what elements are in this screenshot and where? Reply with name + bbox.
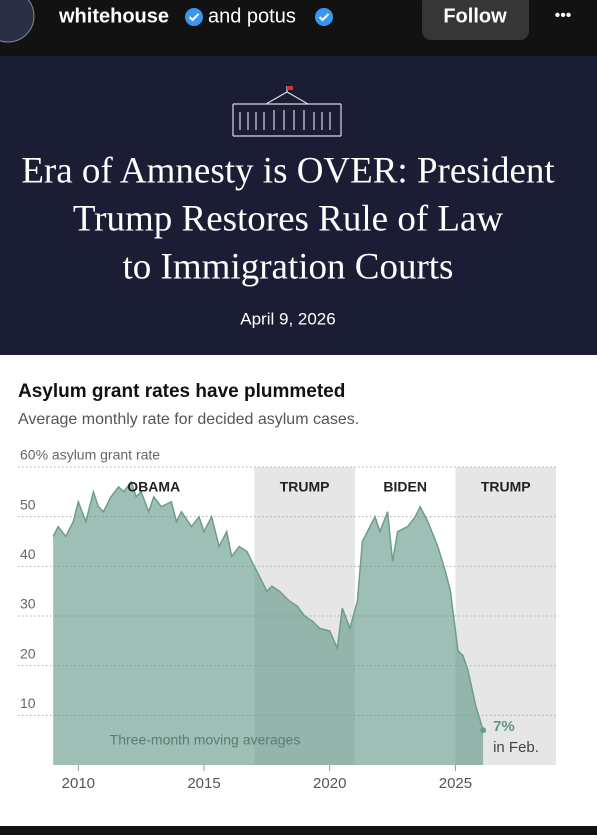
chart-title: Asylum grant rates have plummeted (18, 381, 345, 402)
end-point (480, 727, 487, 734)
verified-badge (185, 8, 203, 26)
y-tick-label: 40 (20, 546, 36, 562)
verified-badge (315, 8, 333, 26)
y-tick-label: 30 (20, 596, 36, 612)
more-button[interactable]: ••• (555, 7, 572, 24)
x-tick-label: 2025 (439, 775, 472, 792)
area-line (52, 480, 484, 731)
date: April 9, 2026 (240, 309, 335, 328)
area (53, 481, 484, 765)
x-tick-label: 2015 (187, 775, 220, 792)
end-label: 7% (493, 718, 515, 735)
x-tick-label: 2010 (62, 775, 95, 792)
joiner: and potus (208, 5, 296, 27)
verified-check (188, 13, 200, 22)
avatar[interactable] (0, 0, 35, 43)
banner-title-line: Era of Amnesty is OVER: President (21, 150, 555, 191)
follow-label[interactable]: Follow (443, 5, 507, 27)
period-label: TRUMP (481, 479, 531, 495)
x-tick-label: 2020 (313, 775, 346, 792)
y-tick-label: 10 (20, 695, 36, 711)
y-tick-label: 20 (20, 645, 36, 661)
period-label: OBAMA (127, 479, 180, 495)
follow-button[interactable] (422, 0, 529, 40)
banner-title-line: Trump Restores Rule of Law (73, 198, 504, 239)
bottom-bar (0, 826, 597, 835)
chart-subtitle: Average monthly rate for decided asylum … (18, 411, 359, 428)
y-tick-label: 50 (20, 496, 36, 512)
banner-title-line: to Immigration Courts (123, 246, 454, 287)
verified-check (318, 13, 330, 22)
end-note: in Feb. (493, 739, 539, 756)
banner (0, 56, 597, 355)
account-name[interactable]: whitehouse (58, 5, 169, 27)
period-label: BIDEN (383, 479, 427, 495)
y-tick-label: 60% asylum grant rate (20, 447, 160, 463)
period-label: TRUMP (280, 479, 330, 495)
annotation: Three-month moving averages (110, 732, 301, 748)
white-house-icon (232, 86, 342, 137)
